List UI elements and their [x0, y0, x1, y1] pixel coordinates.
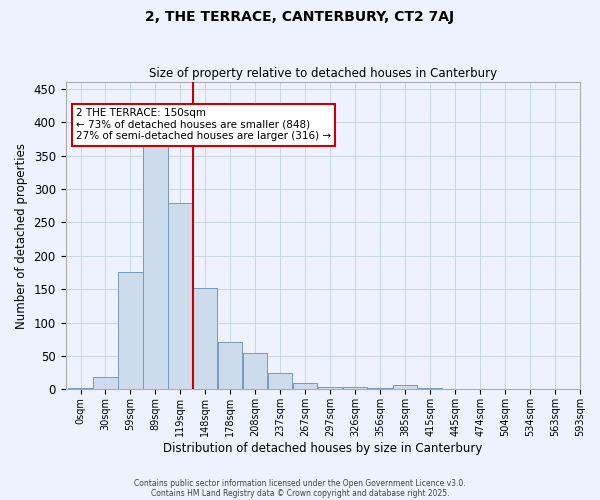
- Bar: [293, 384, 317, 390]
- Bar: [68, 388, 92, 390]
- Bar: [168, 203, 193, 390]
- Bar: [368, 388, 392, 390]
- Text: 2 THE TERRACE: 150sqm
← 73% of detached houses are smaller (848)
27% of semi-det: 2 THE TERRACE: 150sqm ← 73% of detached …: [76, 108, 331, 142]
- Y-axis label: Number of detached properties: Number of detached properties: [15, 142, 28, 328]
- Bar: [193, 288, 217, 390]
- Bar: [318, 388, 343, 390]
- Text: Contains HM Land Registry data © Crown copyright and database right 2025.: Contains HM Land Registry data © Crown c…: [151, 488, 449, 498]
- Text: 2, THE TERRACE, CANTERBURY, CT2 7AJ: 2, THE TERRACE, CANTERBURY, CT2 7AJ: [145, 10, 455, 24]
- Bar: [143, 141, 167, 390]
- Bar: [543, 389, 567, 390]
- X-axis label: Distribution of detached houses by size in Canterbury: Distribution of detached houses by size …: [163, 442, 482, 455]
- Bar: [94, 378, 118, 390]
- Bar: [393, 385, 417, 390]
- Text: Contains public sector information licensed under the Open Government Licence v3: Contains public sector information licen…: [134, 478, 466, 488]
- Bar: [118, 272, 143, 390]
- Bar: [418, 388, 442, 390]
- Bar: [218, 342, 242, 390]
- Bar: [243, 352, 268, 390]
- Bar: [268, 372, 292, 390]
- Bar: [343, 388, 367, 390]
- Title: Size of property relative to detached houses in Canterbury: Size of property relative to detached ho…: [149, 66, 497, 80]
- Bar: [468, 389, 492, 390]
